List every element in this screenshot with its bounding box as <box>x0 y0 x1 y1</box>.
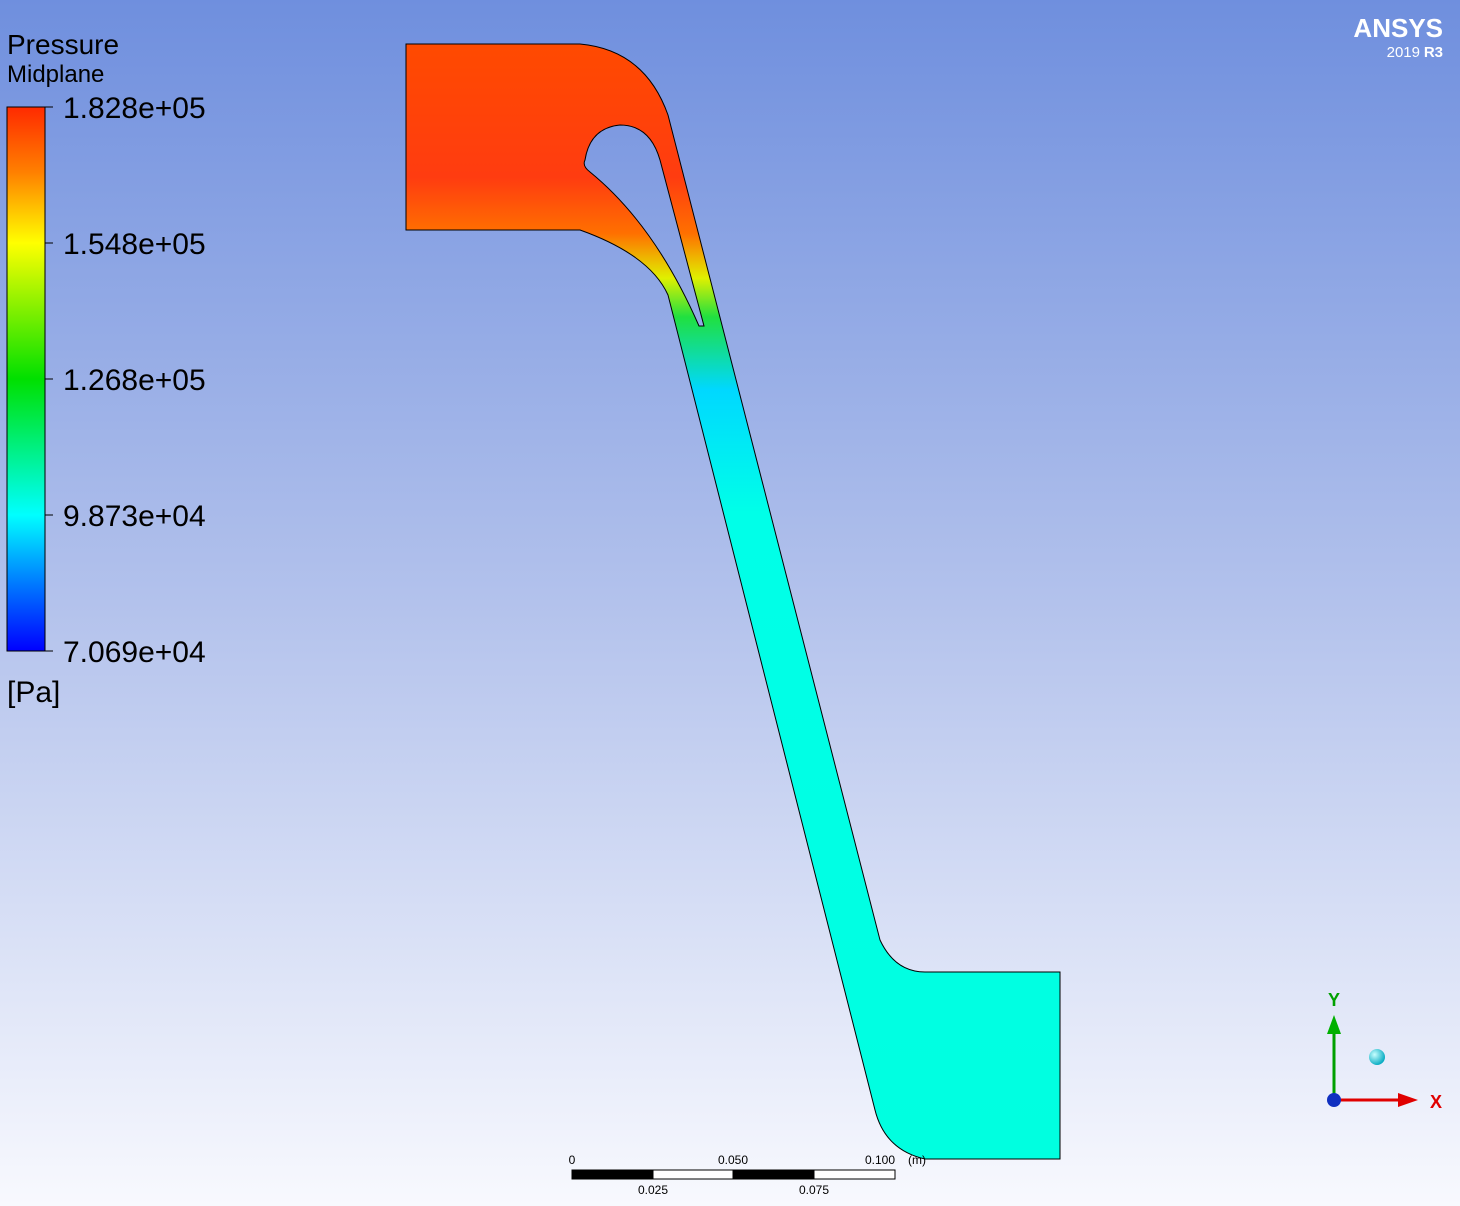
legend-ticks: 1.828e+05 1.548e+05 1.268e+05 9.873e+04 7.06… <box>45 92 206 669</box>
legend-label: 1.548e+05 <box>63 228 206 261</box>
scale-label: 0.050 <box>718 1153 748 1167</box>
scale-bar <box>571 1169 896 1180</box>
scale-segment <box>732 1169 815 1180</box>
scale-segment <box>571 1169 654 1180</box>
axis-triad <box>1327 1015 1418 1107</box>
legend-label: 1.828e+05 <box>63 92 206 125</box>
scale-label: 0.100 <box>865 1153 895 1167</box>
color-bar <box>6 106 46 652</box>
legend-label: 1.268e+05 <box>63 364 206 397</box>
z-axis-dot <box>1327 1093 1341 1107</box>
view-sphere <box>1369 1049 1385 1065</box>
legend-label: 7.069e+04 <box>63 636 206 669</box>
scale-segment <box>813 1169 896 1180</box>
y-axis-label: Y <box>1328 990 1340 1010</box>
legend-title: Pressure <box>7 29 119 60</box>
scale-unit: (m) <box>908 1153 926 1167</box>
scale-label: 0 <box>569 1153 576 1167</box>
logo-brand: ANSYS <box>1353 13 1443 43</box>
legend-label: 9.873e+04 <box>63 500 206 533</box>
legend-subtitle: Midplane <box>7 61 104 88</box>
x-axis-label: X <box>1430 1092 1442 1112</box>
legend-unit: [Pa] <box>7 676 60 709</box>
logo-version: 2019 <box>1387 44 1420 61</box>
scale-segment <box>652 1169 734 1180</box>
scale-label: 0.025 <box>638 1183 668 1197</box>
logo-release: R3 <box>1424 44 1443 61</box>
scale-label: 0.075 <box>799 1183 829 1197</box>
flow-domain <box>405 43 1061 1160</box>
x-arrow-head <box>1398 1093 1418 1107</box>
y-arrow-head <box>1327 1015 1341 1034</box>
